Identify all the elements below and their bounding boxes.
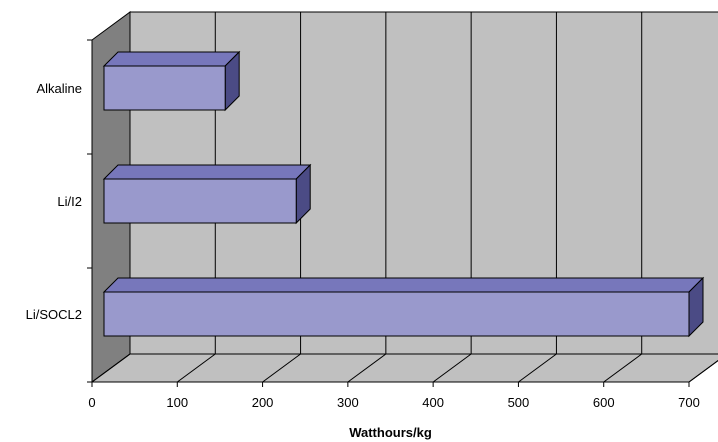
x-tick-label: 500 [508, 395, 530, 410]
category-labels: Alkaline Li/I2 Li/SOCL2 [26, 81, 82, 322]
gridline-floor [432, 353, 472, 383]
x-tick-label: 400 [422, 395, 444, 410]
x-tick-label: 200 [252, 395, 274, 410]
bar [102, 276, 705, 338]
bar-top [102, 51, 241, 67]
category-label: Alkaline [36, 81, 82, 96]
gridline-floor [603, 353, 643, 383]
category-label: Li/I2 [57, 194, 82, 209]
bars [102, 50, 705, 338]
bar-top [102, 164, 312, 180]
axes [87, 39, 690, 387]
gridline-floor [688, 360, 718, 383]
gridline-floor [262, 353, 301, 383]
bar-top [102, 277, 705, 293]
category-label: Li/SOCL2 [26, 307, 82, 322]
gridline-floor [91, 353, 131, 383]
x-tick-labels: 0 100 200 300 400 500 600 700 [88, 395, 699, 410]
x-tick-label: 600 [593, 395, 615, 410]
x-axis-title: Watthours/kg [349, 425, 432, 440]
x-tick-label: 0 [88, 395, 95, 410]
bar [102, 163, 312, 225]
floor [90, 353, 718, 383]
bar-front [103, 65, 226, 111]
x-tick-label: 300 [337, 395, 359, 410]
bar-front [103, 178, 297, 224]
bar-front [103, 291, 690, 337]
x-tick-label: 100 [166, 395, 188, 410]
gridline-floor [347, 353, 387, 383]
gridline-floor [176, 353, 216, 383]
x-tick-label: 700 [678, 395, 700, 410]
gridline-floor [518, 353, 557, 383]
bar [102, 50, 241, 112]
